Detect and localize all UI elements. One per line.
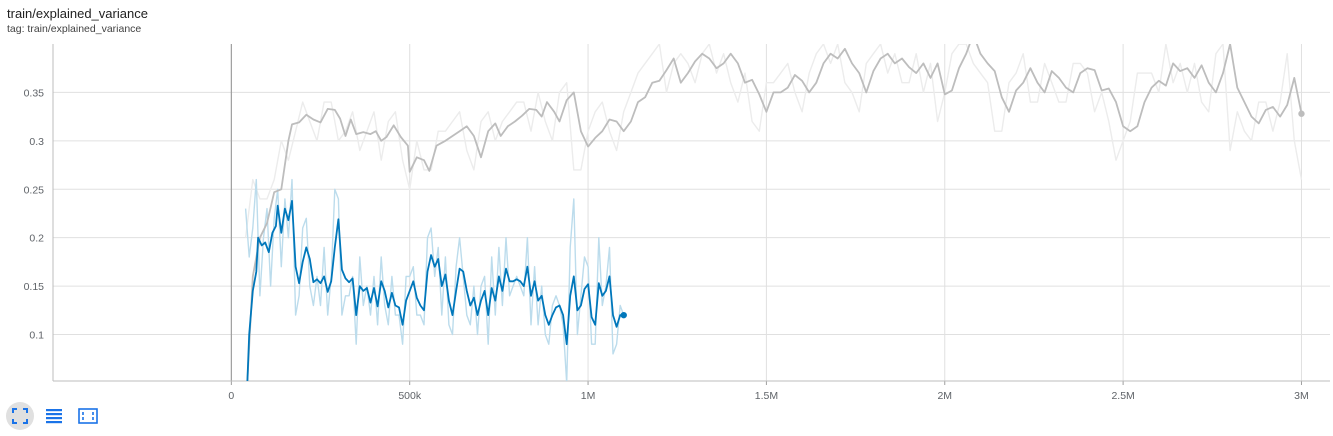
y-tick-label: 0.35 (24, 87, 45, 99)
y-tick-label: 0.3 (29, 136, 44, 148)
y-tick-label: 0.25 (24, 184, 45, 196)
series-gray-end-point (1298, 110, 1305, 117)
y-tick-label: 0.15 (24, 281, 45, 293)
series-blue-end-point (620, 311, 627, 319)
axes (52, 44, 1330, 385)
fit-domain-button[interactable] (6, 402, 34, 430)
x-tick-label: 2.5M (1111, 390, 1134, 400)
x-tick-label: 2M (937, 390, 952, 400)
series-gray-smoothed-line (246, 44, 1303, 381)
x-tick-label: 0 (228, 390, 234, 400)
chart-title: train/explained_variance (7, 6, 148, 21)
log-scale-button[interactable] (40, 402, 68, 430)
grid (53, 44, 1330, 381)
series-blue-raw-line (244, 178, 625, 381)
x-tick-label: 500k (398, 390, 422, 400)
chart-toolbar (6, 402, 102, 430)
y-tick-label: 0.1 (29, 330, 44, 342)
log-scale-icon (46, 409, 62, 424)
x-tick-label: 1M (581, 390, 596, 400)
line-chart[interactable]: 0.1 0.15 0.2 0.25 0.3 0.35 0 500k 1M 1.5M 2M 2.5M 3M (0, 0, 1333, 400)
y-tick-label: 0.2 (29, 233, 44, 245)
series-blue-smoothed-line (246, 200, 624, 381)
toggle-y-axis-icon (78, 408, 98, 424)
fit-domain-icon (12, 408, 28, 424)
chart-tag: tag: train/explained_variance (7, 23, 142, 35)
x-tick-label: 3M (1294, 390, 1309, 400)
toggle-y-axis-button[interactable] (74, 402, 102, 430)
x-tick-label: 1.5M (755, 390, 778, 400)
tick-labels: 0.1 0.15 0.2 0.25 0.3 0.35 0 500k 1M 1.5M 2M 2.5M 3M (24, 87, 1309, 400)
series-group (244, 44, 1303, 381)
